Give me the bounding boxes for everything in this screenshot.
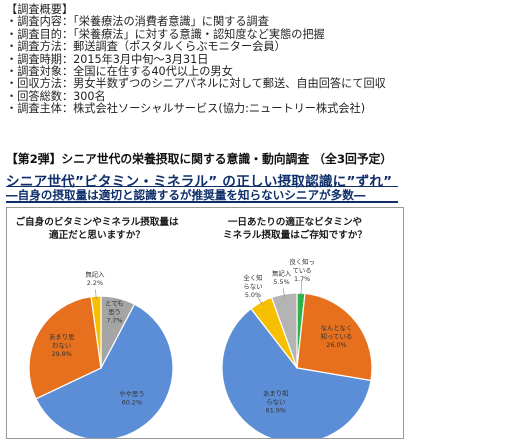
survey-outline: 【調査概要】 ・調査内容：「栄養療法の消費者意識」に関する調査 ・調査目的：「栄養療… xyxy=(6,3,426,116)
slice-category-label: 思う xyxy=(108,308,121,316)
slice-category-label: わない xyxy=(52,341,71,349)
slice-category-label: ている xyxy=(293,267,312,275)
slice-category-label: 良く知っ xyxy=(289,257,315,266)
slice-value-label: 61.9% xyxy=(266,406,286,414)
leader-line xyxy=(112,300,118,323)
outline-line: ・回収方法：男女半数ずつのシニアパネルに対して郵送、自由回答にて回収 xyxy=(6,77,386,91)
outline-line: ・調査対象：全国に在住する40代以上の男女 xyxy=(6,65,233,79)
slice-category-label: やや思う xyxy=(119,390,145,398)
series-title: 【第2弾】シニア世代の栄養摂取に関する意識・動向調査 （全3回予定） xyxy=(6,152,393,166)
chart-title: ミネラル摂取量はご存知ですか？ xyxy=(223,229,367,241)
slice-value-label: 60.2% xyxy=(122,399,142,407)
slice-category-label: なんとなく xyxy=(321,324,353,332)
slice-value-label: 29.8% xyxy=(52,350,72,358)
slice-category-label: あまり知 xyxy=(263,388,289,397)
chart-title: 一日あたりの適正なビタミンや xyxy=(228,216,362,228)
chart-title: 適正だと思いますか？ xyxy=(49,229,145,241)
pie-slice xyxy=(296,292,373,382)
slice-category-label: あまり思 xyxy=(49,333,75,341)
leader-line xyxy=(300,281,302,297)
outline-line: ・調査目的：「栄養療法」に対する意識・認知度など実態の把握 xyxy=(6,27,325,41)
slice-value-label: 5.5% xyxy=(273,278,289,286)
outline-line: ・調査主体：株式会社ソーシャルサービス(協力:ニュートリー株式会社) xyxy=(6,102,366,116)
slice-category-label: 全く知 xyxy=(243,273,262,282)
subheadline-underline xyxy=(6,201,398,203)
headline-underline xyxy=(6,186,398,187)
slice-category-label: 知っている xyxy=(321,332,353,341)
outline-line: 【調査概要】 xyxy=(6,3,74,16)
slice-category-label: 無記入 xyxy=(272,268,292,277)
outline-line: ・調査時期：2015年3月中旬〜3月31日 xyxy=(6,52,209,66)
slice-value-label: 7.7% xyxy=(106,316,122,324)
pie-slice xyxy=(221,307,372,438)
leader-line xyxy=(95,289,97,300)
slice-value-label: 5.0% xyxy=(245,291,261,299)
slice-value-label: 2.2% xyxy=(87,279,103,287)
slice-value-label: 26.0% xyxy=(326,341,346,349)
slice-category-label: とても xyxy=(105,299,124,307)
pie-slice xyxy=(35,303,174,438)
pie-slice xyxy=(28,296,102,400)
slice-value-label: 1.7% xyxy=(294,275,310,283)
slice-category-label: らない xyxy=(243,282,262,290)
slice-category-label: らない xyxy=(266,398,285,406)
chart-title: ご自身のビタミンやミネラル摂取量は xyxy=(15,216,178,228)
leader-line xyxy=(257,295,263,306)
outline-line: ・調査内容：「栄養療法の消費者意識」に関する調査 xyxy=(6,15,269,29)
leader-line xyxy=(282,288,285,298)
subheadline: ―自身の摂取量は適切と認識するが推奨量を知らないシニアが多数― xyxy=(6,188,366,202)
outline-line: ・回答総数：300名 xyxy=(6,89,106,103)
chart-panel: ご自身のビタミンやミネラル摂取量は 適正だと思いますか？ とても 思う 7.7% やや思う… xyxy=(6,207,404,439)
slice-category-label: 無記入 xyxy=(85,269,105,278)
outline-line: ・調査方法：郵送調査（ポスタルくらぶモニター会員） xyxy=(6,40,286,54)
